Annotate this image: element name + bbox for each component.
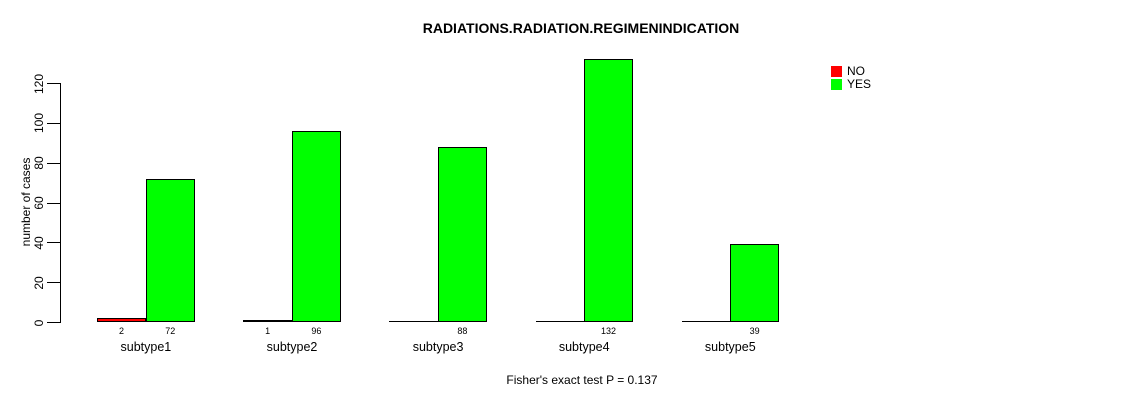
bar-yes-subtype5 — [730, 244, 779, 322]
y-axis-tick — [47, 83, 60, 84]
x-category-label: subtype1 — [120, 340, 172, 354]
x-category-label: subtype4 — [558, 340, 610, 354]
bar-value-label: 39 — [749, 326, 760, 336]
chart-title: RADIATIONS.RADIATION.REGIMENINDICATION — [422, 20, 740, 36]
bar-yes-subtype3 — [438, 147, 487, 322]
y-tick-label: 20 — [32, 275, 46, 290]
x-category-label: subtype3 — [412, 340, 464, 354]
bar-no-subtype1 — [97, 318, 146, 322]
bar-yes-subtype2 — [292, 131, 341, 322]
bar-value-label: 96 — [311, 326, 322, 336]
bar-no-subtype2 — [243, 320, 292, 322]
bar-no-subtype5-zero-baseline — [682, 321, 731, 322]
legend-label: NO — [847, 64, 865, 78]
bar-value-label: 132 — [601, 326, 617, 336]
bar-value-label: 1 — [265, 326, 271, 336]
legend: NO YES — [831, 65, 871, 91]
caption-fisher-test: Fisher's exact test P = 0.137 — [506, 373, 658, 387]
x-category-label: subtype5 — [704, 340, 756, 354]
legend-swatch-yes — [831, 78, 842, 90]
bar-value-label: 88 — [457, 326, 468, 336]
y-tick-label: 60 — [32, 196, 46, 210]
y-tick-label: 40 — [32, 236, 46, 250]
bar-no-subtype4-zero-baseline — [536, 321, 585, 322]
bar-value-label: 72 — [165, 326, 176, 336]
y-axis-line — [60, 83, 61, 323]
legend-label: YES — [847, 77, 872, 91]
y-tick-label: 120 — [32, 73, 46, 94]
bar-yes-subtype1 — [146, 179, 195, 322]
y-axis-tick — [47, 202, 60, 204]
y-tick-label: 80 — [32, 156, 46, 170]
legend-entry-no: NO — [831, 65, 871, 77]
y-axis-tick — [47, 282, 60, 284]
legend-entry-yes: YES — [831, 78, 871, 90]
y-axis-tick — [47, 242, 60, 244]
bar-yes-subtype4 — [584, 59, 633, 322]
y-axis-tick — [47, 322, 60, 323]
y-tick-label: 0 — [32, 319, 46, 326]
legend-swatch-no — [831, 65, 842, 77]
y-axis-tick — [47, 162, 60, 164]
x-category-label: subtype2 — [266, 340, 318, 354]
y-tick-label: 100 — [32, 113, 46, 134]
bar-no-subtype3-zero-baseline — [389, 321, 438, 322]
y-axis-tick — [47, 122, 60, 124]
bar-value-label: 2 — [119, 326, 125, 336]
